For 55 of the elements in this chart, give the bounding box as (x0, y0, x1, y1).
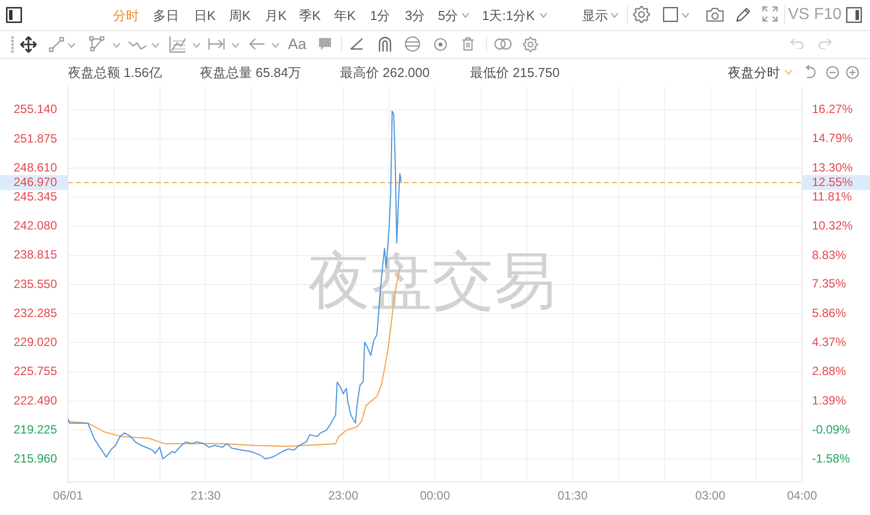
y-tick-label: 229.020 (14, 335, 58, 350)
x-tick-label: 23:00 (328, 488, 359, 503)
y-tick-label: 242.080 (14, 218, 58, 233)
ref-line-label: 246.970 (14, 174, 58, 189)
text: VS (788, 6, 810, 23)
y-tick-label: 251.875 (14, 131, 58, 146)
x-tick-label: 21:30 (190, 488, 221, 503)
y2-tick-label: 7.35% (812, 276, 846, 291)
y-tick-label: 245.345 (14, 189, 58, 204)
text: 最高价 262.000 (340, 64, 430, 80)
y2-tick-label: 1.39% (812, 393, 846, 408)
y2-tick-label: -0.09% (812, 422, 850, 436)
y2-tick-label: 11.81% (812, 189, 852, 204)
y-tick-label: 225.755 (14, 364, 58, 378)
y-tick-label: 232.285 (14, 306, 58, 320)
y2-tick-label: -1.58% (812, 451, 850, 466)
y-tick-label: 238.815 (14, 248, 58, 262)
y2-tick-label: 13.30% (812, 160, 854, 174)
y-tick-label: 235.550 (14, 276, 58, 291)
text: 1分 (370, 8, 390, 22)
text: 5分 (438, 8, 458, 22)
text: 年K (334, 8, 356, 22)
text: 显示 (582, 8, 608, 22)
text: 多日 (153, 8, 179, 22)
text: 夜盘总额 1.56亿 (68, 64, 162, 80)
y2-tick-label: 10.32% (812, 218, 854, 233)
text: 夜盘总量 65.84万 (200, 64, 302, 80)
y2-tick-label: 8.83% (812, 248, 846, 262)
text: 月K (265, 8, 287, 22)
x-tick-label: 00:00 (420, 488, 450, 503)
text: 12.55% (812, 174, 854, 189)
x-tick-label: 04:00 (786, 488, 818, 503)
text: 3分 (405, 8, 426, 22)
x-tick-label: 01:30 (558, 488, 588, 503)
text: 季K (299, 8, 321, 22)
x-tick-label: 03:00 (695, 488, 726, 503)
text: F10 (814, 6, 842, 23)
y-tick-label: 219.225 (14, 422, 58, 436)
text: 最低价 215.750 (470, 64, 560, 80)
y2-tick-label: 14.79% (812, 131, 854, 146)
y2-tick-label: 2.88% (812, 364, 846, 378)
text: 日K (194, 8, 216, 22)
y-tick-label: 222.490 (14, 393, 58, 408)
text: 分时 (113, 8, 139, 22)
text: 1天:1分K (482, 8, 535, 22)
text: Aa (288, 36, 306, 52)
text: 夜盘分时 (728, 64, 780, 80)
x-tick-label: 06/01 (52, 488, 84, 503)
y2-tick-label: 16.27% (812, 102, 854, 116)
y-tick-label: 248.610 (14, 160, 58, 174)
text: 周K (229, 8, 251, 22)
y-tick-label: 215.960 (14, 451, 58, 466)
y2-tick-label: 5.86% (812, 306, 846, 320)
y2-tick-label: 4.37% (812, 335, 846, 350)
y-tick-label: 255.140 (14, 102, 58, 116)
